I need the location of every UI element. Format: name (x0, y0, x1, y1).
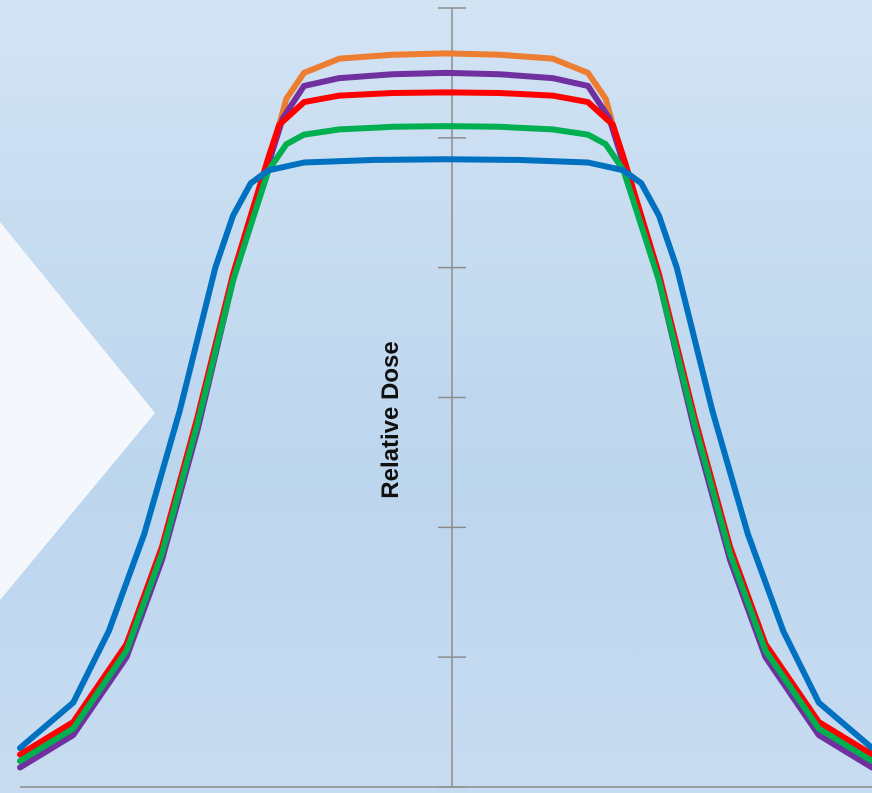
series-line-5 (17, 156, 872, 751)
decorative-arrow-shape (0, 222, 155, 600)
series-line-4 (17, 123, 872, 764)
series-line-3 (17, 89, 872, 758)
series-lines (17, 50, 872, 771)
y-axis-label: Relative Dose (377, 341, 404, 498)
y-axis-ticks (438, 7, 466, 788)
